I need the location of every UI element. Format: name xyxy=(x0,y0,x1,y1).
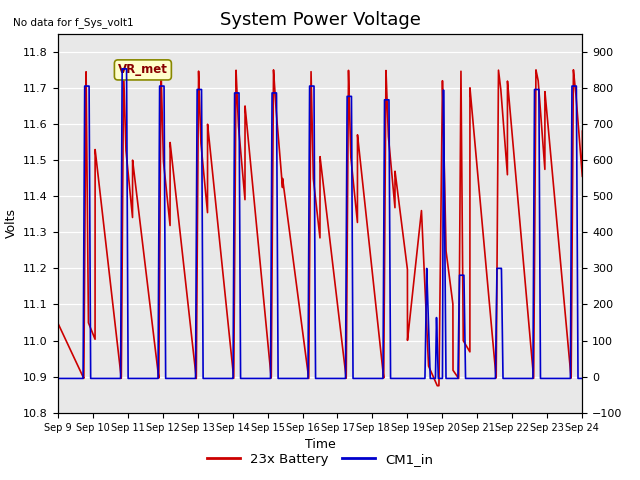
Text: No data for f_Sys_volt1: No data for f_Sys_volt1 xyxy=(13,17,133,28)
Legend: 23x Battery, CM1_in: 23x Battery, CM1_in xyxy=(202,447,438,471)
Text: VR_met: VR_met xyxy=(118,63,168,76)
Title: System Power Voltage: System Power Voltage xyxy=(220,11,420,29)
X-axis label: Time: Time xyxy=(305,438,335,451)
Y-axis label: Volts: Volts xyxy=(4,208,17,238)
